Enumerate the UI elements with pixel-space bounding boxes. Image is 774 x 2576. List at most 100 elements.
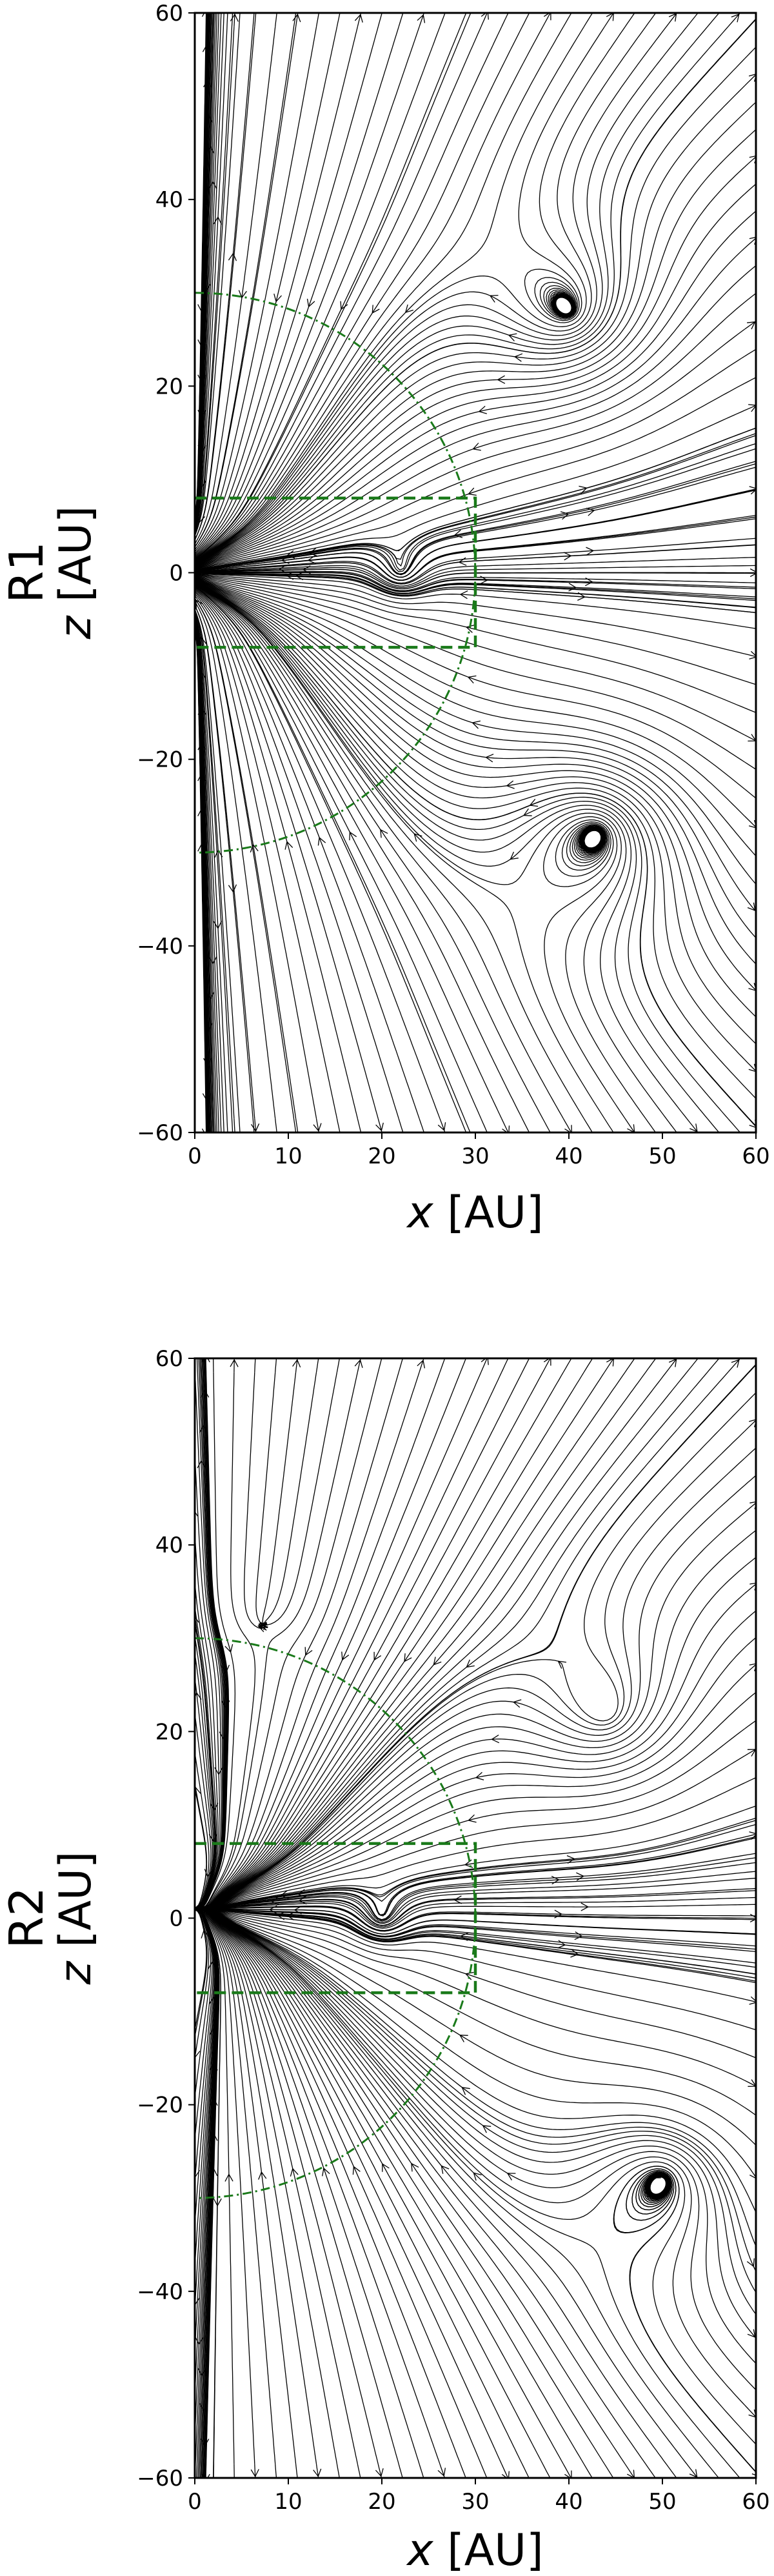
x-tick-label: 60 (742, 1143, 769, 1169)
streamline (370, 1935, 756, 1979)
streamline (380, 488, 756, 578)
streamline-arrow (202, 44, 212, 52)
streamline (195, 562, 378, 574)
streamline (377, 518, 756, 581)
streamline (336, 1358, 341, 1373)
streamline (728, 2463, 740, 2478)
streamline (195, 574, 745, 736)
streamline (195, 597, 297, 1119)
streamline (201, 2353, 207, 2478)
streamline (195, 1372, 379, 1909)
streamline (199, 2308, 207, 2478)
streamline-arrow (471, 720, 481, 729)
streamline-arrow (230, 13, 239, 22)
streamline (744, 2269, 756, 2293)
streamline-arrow (224, 2173, 233, 2182)
streamline (744, 1086, 756, 1100)
streamline-arrow (250, 843, 259, 853)
streamline (195, 1620, 746, 1909)
streamline-arrow (529, 798, 539, 807)
streamline-arrow (506, 2173, 516, 2180)
streamline (744, 1720, 756, 1729)
streamline (388, 1933, 756, 1975)
streamline-arrow (570, 1949, 579, 1958)
streamline (195, 1908, 746, 2162)
streamline (195, 1909, 297, 2464)
streamline (258, 1372, 338, 1628)
streamline (195, 572, 417, 592)
streamline (583, 1118, 593, 1132)
streamline-arrow (284, 841, 293, 850)
streamline (744, 1584, 756, 1594)
streamline-arrow (201, 1358, 210, 1363)
streamline (744, 2026, 756, 2031)
streamline (377, 565, 756, 589)
streamline (195, 604, 255, 1119)
x-tick-label: 20 (368, 2489, 395, 2515)
streamline (205, 870, 213, 1132)
streamline (419, 2464, 424, 2478)
streamline-arrow (748, 983, 756, 991)
streamline-arrow (372, 305, 380, 314)
streamline (203, 2377, 207, 2478)
streamline (255, 1372, 276, 1626)
streamline (195, 31, 746, 566)
streamline (645, 2463, 656, 2478)
streamline-arrow (349, 831, 357, 841)
streamline (744, 653, 756, 658)
streamline (195, 458, 207, 535)
streamline (315, 13, 320, 27)
streamline-arrow (224, 1644, 233, 1653)
streamline (412, 583, 756, 599)
streamline (195, 585, 441, 1119)
streamline-arrow (304, 1647, 313, 1656)
streamline-arrow (417, 1359, 426, 1369)
streamline (275, 2464, 277, 2478)
streamline (205, 1031, 208, 1132)
streamline (195, 1908, 502, 2464)
y-tick-label: 40 (155, 1533, 183, 1558)
streamline (744, 1556, 756, 1567)
x-ticks-r2: 0 10 20 30 40 50 60 (188, 2478, 770, 2515)
streamline (195, 567, 379, 579)
streamline (744, 1833, 756, 1838)
streamline (744, 1502, 756, 1513)
streamline (394, 427, 756, 552)
streamline (195, 1642, 219, 1909)
streamline (398, 1118, 404, 1132)
streamline (203, 2399, 207, 2478)
streamline-arrow (317, 836, 326, 846)
streamline (195, 1940, 208, 2040)
x-tick-label: 40 (555, 1143, 582, 1169)
streamline (195, 579, 746, 1087)
streamline-arrow (199, 2403, 208, 2412)
streamline (205, 13, 222, 390)
streamline (562, 1358, 572, 1373)
streamline-arrow (586, 547, 595, 556)
streamline (205, 13, 219, 367)
streamline (195, 1372, 564, 1909)
streamlines-r1 (195, 13, 756, 1132)
streamline (195, 1372, 502, 1909)
streamline-arrow (491, 1735, 500, 1744)
streamline-arrow (228, 252, 237, 261)
streamline-arrow (566, 1855, 575, 1864)
streamline (195, 1908, 745, 2108)
streamline (195, 2147, 207, 2360)
streamline (195, 1446, 207, 1620)
streamline (195, 1526, 207, 1644)
streamline (195, 1908, 746, 2351)
streamline (412, 448, 756, 553)
streamline (195, 583, 502, 1119)
streamline (195, 1909, 276, 2464)
streamline (364, 1857, 756, 1921)
streamline (195, 1908, 461, 2464)
streamline-arrow (208, 956, 217, 965)
streamline (195, 1803, 212, 1909)
row-label-r2: R2 (0, 1887, 54, 1949)
streamline-arrow (230, 1358, 239, 1367)
streamline-arrow (213, 921, 223, 929)
streamline (195, 26, 255, 541)
streamline (195, 1908, 746, 2216)
